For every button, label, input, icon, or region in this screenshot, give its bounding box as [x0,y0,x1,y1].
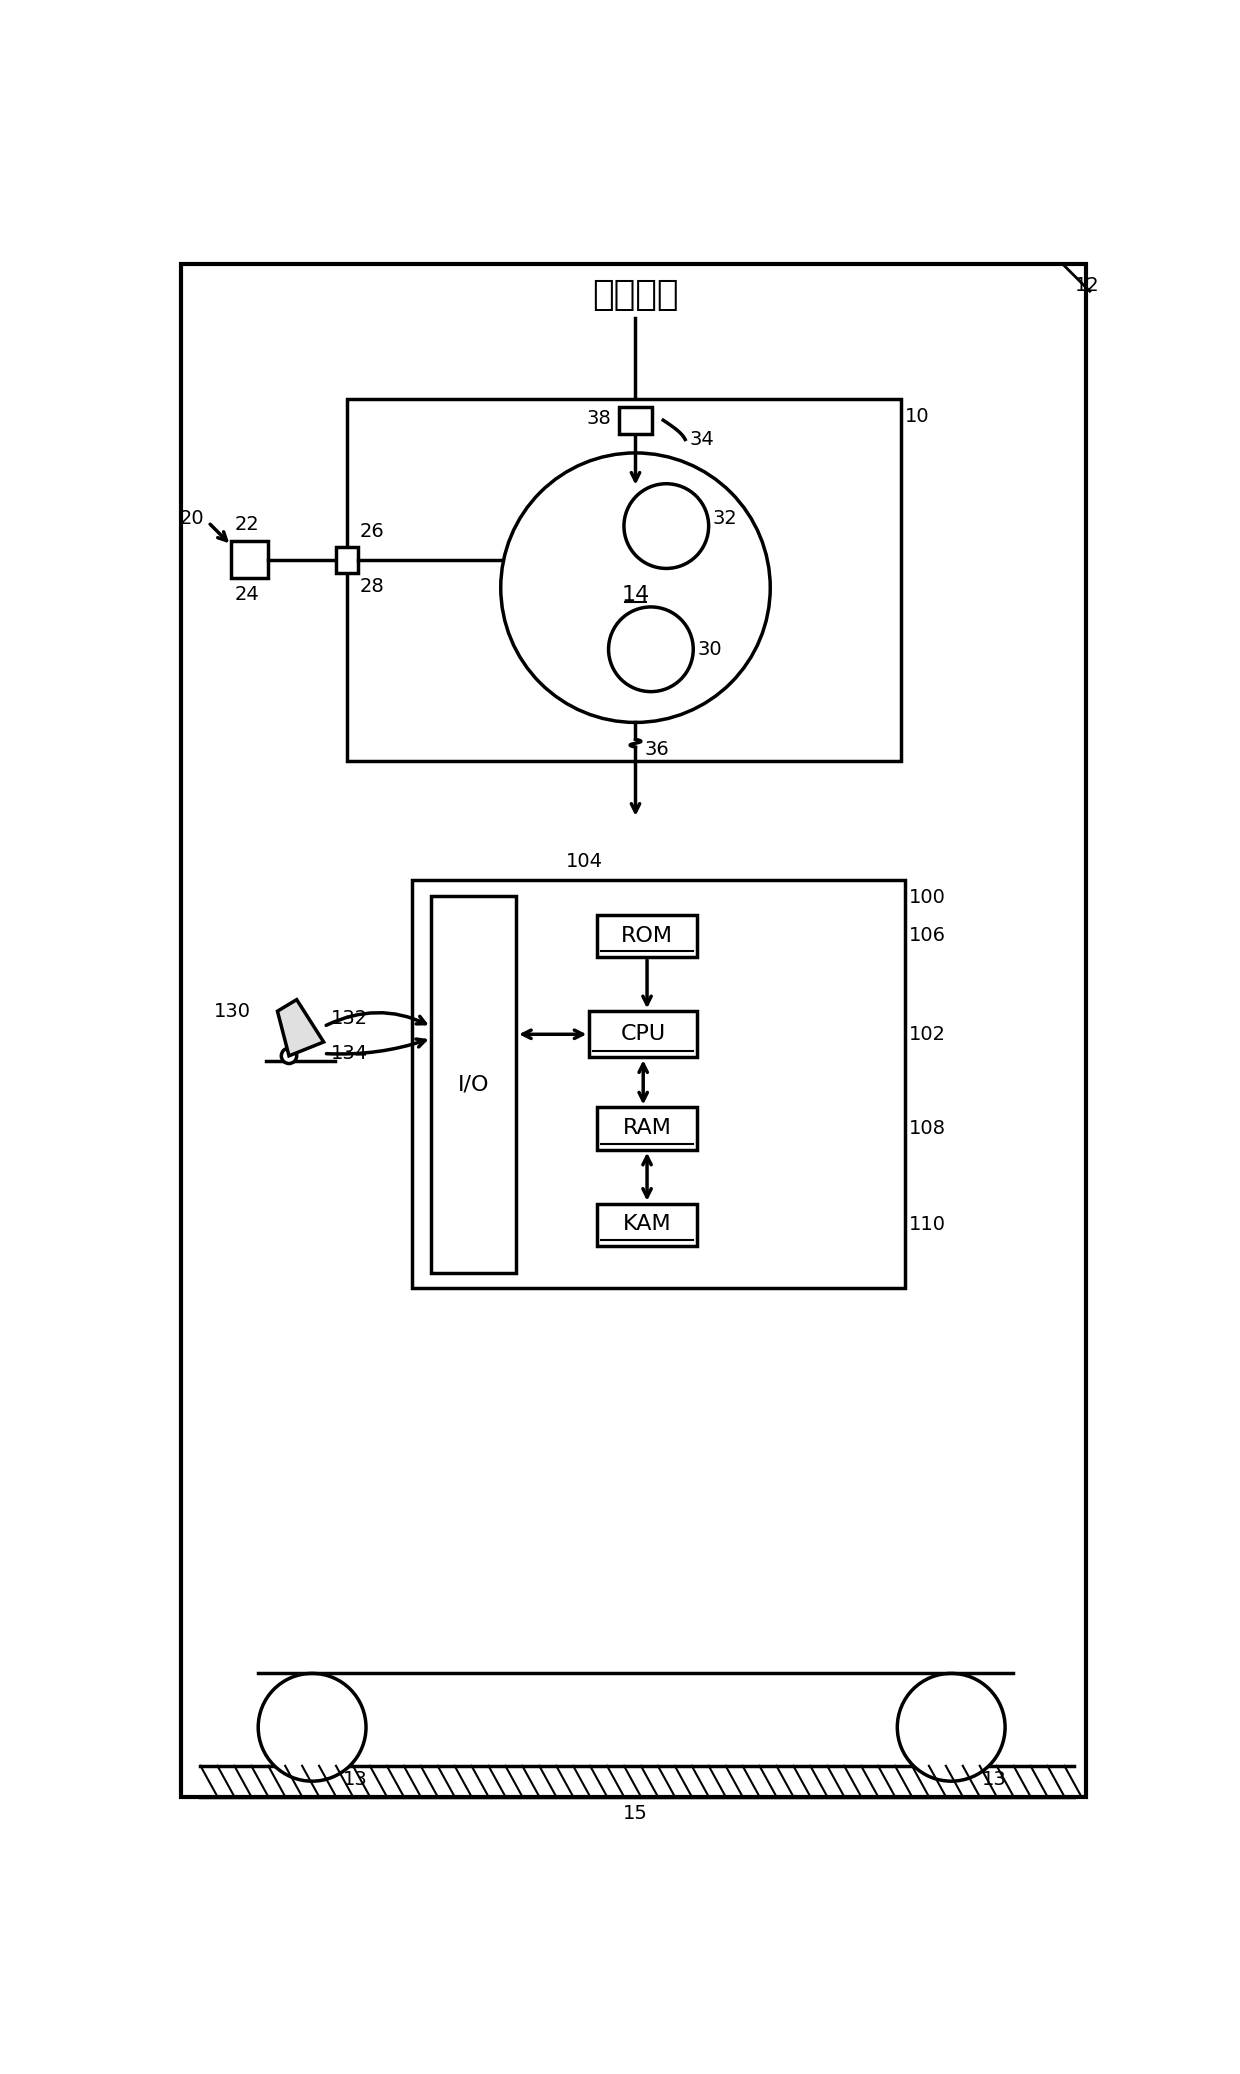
Bar [619,407,652,433]
Bar [432,896,516,1273]
Text: 134: 134 [331,1043,368,1064]
Text: CPU: CPU [621,1025,666,1045]
Circle shape [281,1047,296,1064]
Circle shape [624,483,708,568]
Bar [412,879,905,1288]
Text: 102: 102 [909,1025,946,1043]
Text: 30: 30 [697,639,722,660]
Text: 13: 13 [343,1769,367,1788]
Circle shape [609,608,693,691]
Text: 12: 12 [1074,276,1099,295]
Bar [589,1012,697,1058]
Bar [347,398,901,761]
Text: RAM: RAM [622,1118,672,1139]
Text: 进气空气: 进气空气 [593,278,678,311]
Circle shape [258,1674,366,1782]
Text: 38: 38 [587,409,611,427]
Bar [336,548,357,572]
Bar [596,1108,697,1149]
Bar [231,541,268,579]
Text: 14: 14 [621,585,650,606]
Text: 22: 22 [236,514,260,533]
Bar [596,1203,697,1246]
Text: 26: 26 [360,523,384,541]
Bar [596,915,697,958]
Text: 106: 106 [909,927,946,946]
Text: I/O: I/O [458,1074,490,1095]
Text: 130: 130 [213,1002,250,1020]
Text: 15: 15 [622,1804,649,1823]
Text: 28: 28 [360,577,384,595]
Text: 108: 108 [909,1118,946,1139]
Text: 34: 34 [689,429,714,450]
Text: KAM: KAM [622,1215,671,1234]
Text: 13: 13 [982,1769,1007,1788]
Text: 10: 10 [905,407,930,425]
Text: 110: 110 [909,1215,946,1234]
Text: 24: 24 [236,585,260,604]
Text: 32: 32 [713,508,738,529]
Text: ROM: ROM [621,925,673,946]
Text: 100: 100 [909,888,946,906]
Circle shape [501,452,770,722]
Text: 104: 104 [567,852,603,871]
Circle shape [898,1674,1006,1782]
Polygon shape [278,1000,324,1056]
Text: 132: 132 [331,1010,368,1029]
Text: 36: 36 [645,740,670,759]
Text: 20: 20 [180,508,205,529]
